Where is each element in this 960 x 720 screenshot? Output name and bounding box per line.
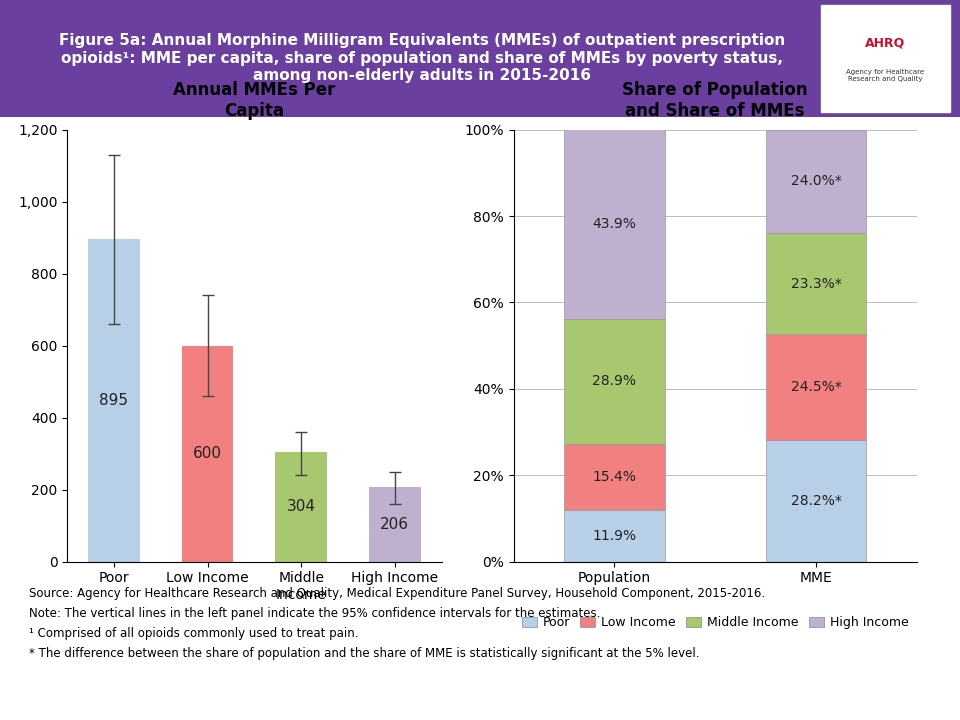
Bar bbox=[564, 510, 665, 562]
Bar bbox=[766, 233, 867, 334]
Bar bbox=[766, 334, 867, 440]
Bar bbox=[181, 346, 233, 562]
Text: 600: 600 bbox=[193, 446, 222, 461]
Text: Agency for Healthcare
Research and Quality: Agency for Healthcare Research and Quali… bbox=[846, 69, 924, 82]
Text: Figure 5a: Annual Morphine Milligram Equivalents (MMEs) of outpatient prescripti: Figure 5a: Annual Morphine Milligram Equ… bbox=[60, 33, 785, 84]
Bar bbox=[88, 239, 140, 562]
Text: 28.9%: 28.9% bbox=[592, 374, 636, 388]
Text: Source: Agency for Healthcare Research and Quality, Medical Expenditure Panel Su: Source: Agency for Healthcare Research a… bbox=[29, 587, 765, 660]
Bar bbox=[766, 130, 867, 233]
Text: 304: 304 bbox=[287, 500, 316, 514]
Text: 895: 895 bbox=[100, 393, 129, 408]
Bar bbox=[564, 319, 665, 444]
Bar bbox=[766, 440, 867, 562]
Bar bbox=[369, 487, 420, 562]
Text: 28.2%*: 28.2%* bbox=[791, 494, 841, 508]
Text: AHRQ: AHRQ bbox=[865, 37, 905, 50]
Bar bbox=[564, 129, 665, 319]
Title: Annual MMEs Per
Capita: Annual MMEs Per Capita bbox=[173, 81, 336, 120]
Title: Share of Population
and Share of MMEs: Share of Population and Share of MMEs bbox=[622, 81, 808, 120]
Text: 15.4%: 15.4% bbox=[592, 470, 636, 484]
Bar bbox=[276, 452, 327, 562]
Legend: Poor, Low Income, Middle Income, High Income: Poor, Low Income, Middle Income, High In… bbox=[516, 611, 914, 634]
Text: 24.0%*: 24.0%* bbox=[791, 174, 841, 189]
Text: 11.9%: 11.9% bbox=[592, 529, 636, 543]
Text: 23.3%*: 23.3%* bbox=[791, 276, 841, 291]
Text: 24.5%*: 24.5%* bbox=[791, 380, 841, 394]
Bar bbox=[564, 444, 665, 510]
Text: 206: 206 bbox=[380, 517, 409, 532]
Text: 43.9%: 43.9% bbox=[592, 217, 636, 231]
